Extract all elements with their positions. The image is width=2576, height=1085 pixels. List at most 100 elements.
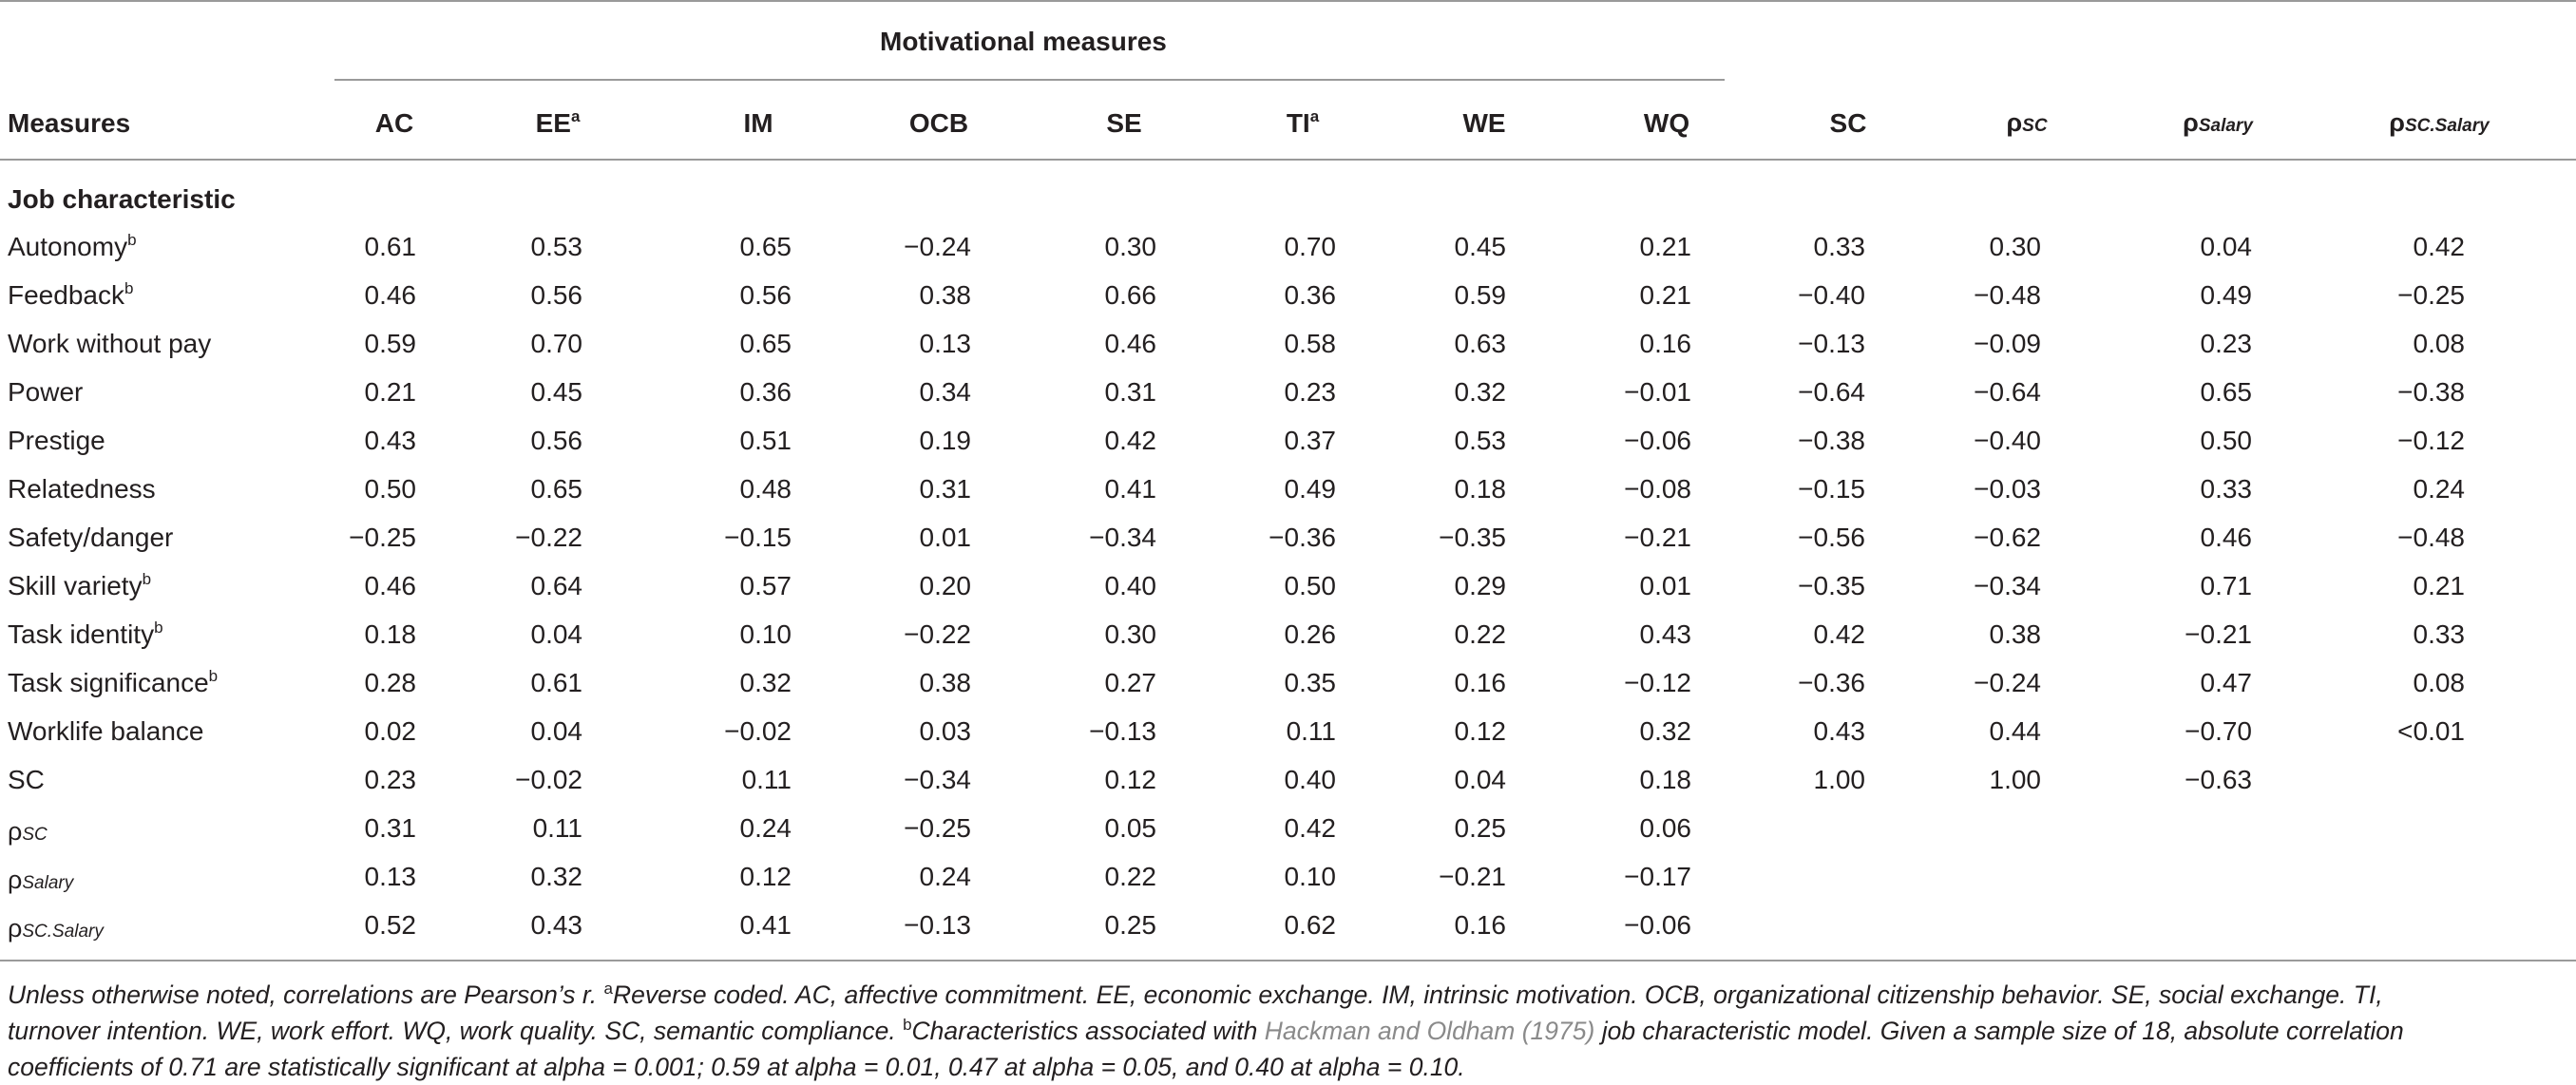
table-cell: 0.65	[739, 329, 792, 358]
table-cell: 0.08	[2413, 329, 2466, 358]
table-cell: −0.38	[2397, 377, 2465, 407]
table-cell: −0.40	[1798, 280, 1865, 310]
row-label: Power	[8, 379, 83, 406]
table-cell: −0.22	[515, 523, 582, 552]
row-label: Task significanceb	[8, 668, 218, 696]
row-label-text: Feedback	[8, 280, 124, 310]
table-cell: 0.22	[1454, 619, 1507, 649]
row-label: Work without pay	[8, 331, 211, 357]
table-cell: 0.65	[2200, 377, 2253, 407]
table-cell: 0.01	[1639, 571, 1692, 600]
table-cell: −0.63	[2185, 765, 2252, 794]
table-cell: 0.45	[1454, 232, 1507, 261]
table-cell: 0.04	[2200, 232, 2253, 261]
table-cell: 0.61	[530, 668, 583, 697]
group-header: Motivational measures	[880, 27, 1167, 56]
table-cell: −0.06	[1624, 910, 1691, 940]
table-cell: 0.46	[364, 280, 417, 310]
table-cell: −0.35	[1798, 571, 1865, 600]
table-cell: 0.10	[1284, 862, 1337, 891]
table-cell: 0.49	[1284, 474, 1337, 504]
table-cell: −0.15	[1798, 474, 1865, 504]
column-header-label: SC	[1829, 108, 1867, 138]
row-label-text: ρ	[8, 914, 23, 942]
table-cell: 0.46	[2200, 523, 2253, 552]
table-cell: 0.52	[364, 910, 417, 940]
table-cell: 0.61	[364, 232, 417, 261]
column-header-subscript: SC	[2022, 116, 2048, 136]
table-cell: 0.50	[2200, 426, 2253, 455]
table-cell: 0.31	[1104, 377, 1157, 407]
column-header-label: OCB	[908, 108, 969, 138]
table-cell: 0.28	[364, 668, 417, 697]
table-cell: −0.15	[724, 523, 792, 552]
table-cell: 0.43	[1813, 716, 1866, 746]
table-cell: 0.56	[530, 426, 583, 455]
table-cell: 0.19	[919, 426, 972, 455]
row-label-subscript: SC.Salary	[22, 922, 104, 942]
table-cell: 0.53	[530, 232, 583, 261]
table-cell: 0.11	[741, 765, 792, 794]
table-cell: 0.57	[739, 571, 792, 600]
table-cell: 0.71	[2200, 571, 2253, 600]
table-cell: 0.16	[1454, 910, 1507, 940]
table-cell: 0.08	[2413, 668, 2466, 697]
column-header: WQ	[1644, 110, 1689, 137]
table-cell: −0.64	[1798, 377, 1865, 407]
footnote-marker: a	[570, 107, 581, 125]
table-cell: 0.59	[364, 329, 417, 358]
table-cell: −0.36	[1269, 523, 1336, 552]
table-cell: 0.51	[739, 426, 792, 455]
table-cell: 0.06	[1639, 813, 1692, 843]
table-cell: −0.35	[1439, 523, 1506, 552]
table-cell: −0.09	[1974, 329, 2041, 358]
table-cell: 0.32	[1454, 377, 1507, 407]
column-header: WE	[1462, 110, 1505, 137]
row-label: Autonomyb	[8, 232, 137, 260]
table-cell: 0.33	[1813, 232, 1866, 261]
table-cell: 0.16	[1454, 668, 1507, 697]
footnote-marker: b	[124, 279, 134, 297]
row-label: ρSC	[8, 819, 48, 845]
column-header-label: EE	[535, 108, 571, 138]
table-cell: 0.46	[364, 571, 417, 600]
column-header: AC	[375, 110, 413, 137]
table-cell: −0.02	[724, 716, 792, 746]
table-cell: 0.44	[1989, 716, 2042, 746]
table-cell: 0.62	[1284, 910, 1337, 940]
row-label-text: Safety/danger	[8, 523, 174, 552]
row-label-subscript: Salary	[22, 873, 74, 893]
table-cell: 0.31	[364, 813, 417, 843]
table-cell: 1.00	[1813, 765, 1866, 794]
table-cell: 0.21	[2413, 571, 2466, 600]
table-cell: 0.34	[919, 377, 972, 407]
table-cell: 0.23	[2200, 329, 2253, 358]
table-cell: 0.56	[530, 280, 583, 310]
table-cell: 0.04	[530, 619, 583, 649]
table-cell: −0.25	[2397, 280, 2465, 310]
table-cell: −0.48	[1974, 280, 2041, 310]
table-cell: 0.42	[2413, 232, 2466, 261]
column-header-label: IM	[743, 108, 773, 138]
column-header: SE	[1106, 110, 1141, 137]
table-footnote: Unless otherwise noted, correlations are…	[8, 977, 2564, 1085]
table-cell: −0.34	[1089, 523, 1156, 552]
table-cell: 0.12	[1104, 765, 1157, 794]
table-cell: 0.65	[739, 232, 792, 261]
table-cell: 0.26	[1284, 619, 1337, 649]
table-cell: 0.66	[1104, 280, 1157, 310]
table-cell: 0.01	[919, 523, 972, 552]
table-cell: −0.13	[1798, 329, 1865, 358]
citation-link[interactable]: Hackman and Oldham (1975)	[1264, 1017, 1595, 1045]
table-cell: −0.34	[1974, 571, 2041, 600]
table-cell: <0.01	[2397, 716, 2465, 746]
table-cell: 0.35	[1284, 668, 1337, 697]
table-cell: −0.12	[1624, 668, 1691, 697]
table-cell: −0.25	[349, 523, 416, 552]
table-cell: 0.43	[1639, 619, 1692, 649]
row-label-text: Power	[8, 377, 84, 407]
row-header: Measures	[8, 108, 131, 138]
column-header-subscript: Salary	[2198, 116, 2253, 136]
row-label-text: Skill variety	[8, 571, 143, 600]
table-cell: 0.32	[739, 668, 792, 697]
